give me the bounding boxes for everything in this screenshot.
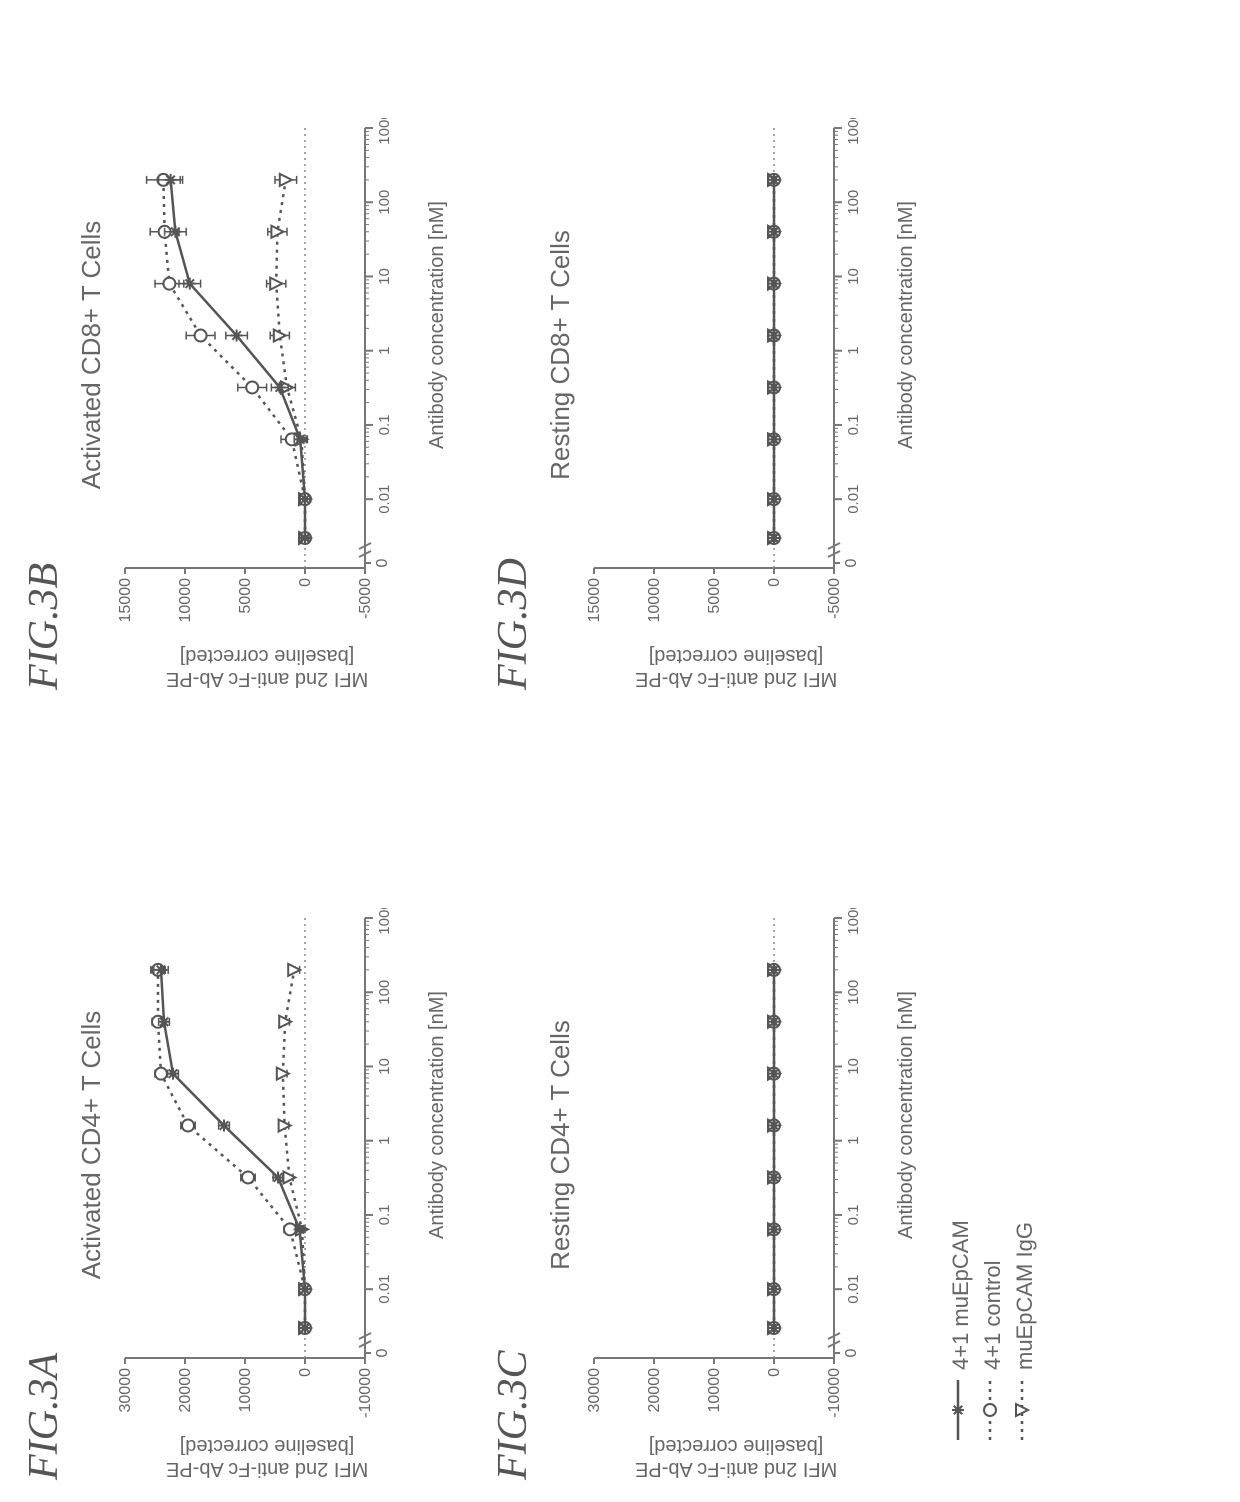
legend-label: 4+1 control	[980, 1261, 1006, 1370]
legend-marker-icon	[1012, 1380, 1038, 1440]
svg-text:0.1: 0.1	[845, 1205, 862, 1226]
svg-text:0: 0	[297, 578, 314, 587]
svg-text:1000: 1000	[845, 118, 862, 145]
svg-text:-5000: -5000	[357, 578, 374, 619]
legend-item: 4+1 control	[980, 20, 1006, 1440]
plot-title: Resting CD8+ T Cells	[545, 20, 576, 690]
chart-svg: -5000 0 5000 10000 15000 0 0.01 0.1 1 10 100 1000	[584, 118, 884, 638]
svg-text:100: 100	[376, 190, 393, 215]
svg-text:1000: 1000	[376, 118, 393, 145]
x-axis-label: Antibody concentration [nM]	[895, 810, 918, 1420]
fig-label: FIG.3D	[489, 20, 537, 690]
svg-text:1000: 1000	[376, 908, 393, 935]
svg-text:-10000: -10000	[357, 1368, 374, 1418]
svg-text:-5000: -5000	[826, 578, 843, 619]
svg-text:0.1: 0.1	[845, 415, 862, 436]
plot-title: Resting CD4+ T Cells	[545, 810, 576, 1480]
svg-text:-10000: -10000	[826, 1368, 843, 1418]
svg-text:0: 0	[843, 558, 860, 567]
svg-text:100: 100	[376, 980, 393, 1005]
svg-text:0: 0	[297, 1368, 314, 1377]
svg-text:1: 1	[376, 347, 393, 355]
svg-text:10000: 10000	[646, 578, 663, 623]
x-axis-label: Antibody concentration [nM]	[895, 20, 918, 630]
x-axis-label: Antibody concentration [nM]	[426, 810, 449, 1420]
svg-text:0: 0	[374, 1348, 391, 1357]
chart-svg: -5000 0 5000 10000 15000 0 0.01 0.1 1 10 100 1000	[115, 118, 415, 638]
plot-area: -10000 0 10000 20000 30000 0 0.01 0.1 1 10 100 1000	[584, 908, 889, 1428]
svg-text:30000: 30000	[586, 1368, 603, 1413]
svg-text:0.1: 0.1	[376, 415, 393, 436]
svg-text:0: 0	[766, 578, 783, 587]
panel-C: FIG.3C Resting CD4+ T Cells MFI 2nd anti…	[489, 810, 918, 1480]
svg-text:100: 100	[845, 980, 862, 1005]
chart-svg: -10000 0 10000 20000 30000 0 0.01 0.1 1 10 100 1000	[115, 908, 415, 1428]
svg-text:10: 10	[845, 268, 862, 285]
x-axis-label: Antibody concentration [nM]	[426, 20, 449, 630]
fig-label: FIG.3A	[20, 810, 68, 1480]
panel-B: FIG.3B Activated CD8+ T Cells MFI 2nd an…	[20, 20, 449, 690]
svg-text:0.01: 0.01	[376, 485, 393, 514]
svg-text:5000: 5000	[706, 578, 723, 614]
svg-text:0.01: 0.01	[845, 1275, 862, 1304]
rotated-page: FIG.3A Activated CD4+ T Cells MFI 2nd an…	[20, 20, 1220, 1480]
svg-text:15000: 15000	[117, 578, 134, 623]
svg-text:30000: 30000	[117, 1368, 134, 1413]
legend-marker-icon	[980, 1380, 1006, 1440]
svg-text:1: 1	[845, 347, 862, 355]
svg-text:0: 0	[766, 1368, 783, 1377]
fig-label: FIG.3B	[20, 20, 68, 690]
plot-area: -5000 0 5000 10000 15000 0 0.01 0.1 1 10 100 1000	[115, 118, 420, 638]
y-axis-label: MFI 2nd anti-Fc Ab-PE [baseline correcte…	[635, 644, 837, 690]
svg-text:15000: 15000	[586, 578, 603, 623]
fig-label: FIG.3C	[489, 810, 537, 1480]
svg-text:10000: 10000	[177, 578, 194, 623]
plot-area: -10000 0 10000 20000 30000 0 0.01 0.1 1 10 100 1000	[115, 908, 420, 1428]
panel-D: FIG.3D Resting CD8+ T Cells MFI 2nd anti…	[489, 20, 918, 690]
svg-text:0.1: 0.1	[376, 1205, 393, 1226]
svg-text:10: 10	[845, 1058, 862, 1075]
svg-text:5000: 5000	[237, 578, 254, 614]
svg-text:20000: 20000	[177, 1368, 194, 1413]
svg-text:0: 0	[843, 1348, 860, 1357]
chart-svg: -10000 0 10000 20000 30000 0 0.01 0.1 1 10 100 1000	[584, 908, 884, 1428]
y-axis-label: MFI 2nd anti-Fc Ab-PE [baseline correcte…	[635, 1434, 837, 1480]
svg-text:0: 0	[374, 558, 391, 567]
svg-text:1: 1	[376, 1137, 393, 1145]
y-axis-label: MFI 2nd anti-Fc Ab-PE [baseline correcte…	[166, 1434, 368, 1480]
plot-title: Activated CD4+ T Cells	[76, 810, 107, 1480]
svg-text:0.01: 0.01	[376, 1275, 393, 1304]
y-axis-label: MFI 2nd anti-Fc Ab-PE [baseline correcte…	[166, 644, 368, 690]
plot-title: Activated CD8+ T Cells	[76, 20, 107, 690]
svg-text:20000: 20000	[646, 1368, 663, 1413]
svg-text:10000: 10000	[237, 1368, 254, 1413]
panel-grid: FIG.3A Activated CD4+ T Cells MFI 2nd an…	[20, 20, 918, 1480]
legend-item: 4+1 muEpCAM	[948, 20, 974, 1440]
panel-A: FIG.3A Activated CD4+ T Cells MFI 2nd an…	[20, 810, 449, 1480]
legend-marker-icon	[948, 1380, 974, 1440]
plot-area: -5000 0 5000 10000 15000 0 0.01 0.1 1 10 100 1000	[584, 118, 889, 638]
svg-text:10: 10	[376, 1058, 393, 1075]
svg-text:100: 100	[845, 190, 862, 215]
svg-text:1000: 1000	[845, 908, 862, 935]
legend-item: muEpCAM IgG	[1012, 20, 1038, 1440]
legend-label: 4+1 muEpCAM	[948, 1220, 974, 1370]
legend: 4+1 muEpCAM 4+1 control muEpCAM IgG	[948, 20, 1038, 1440]
svg-text:1: 1	[845, 1137, 862, 1145]
svg-text:10000: 10000	[706, 1368, 723, 1413]
legend-label: muEpCAM IgG	[1012, 1222, 1038, 1370]
svg-text:0.01: 0.01	[845, 485, 862, 514]
svg-text:10: 10	[376, 268, 393, 285]
